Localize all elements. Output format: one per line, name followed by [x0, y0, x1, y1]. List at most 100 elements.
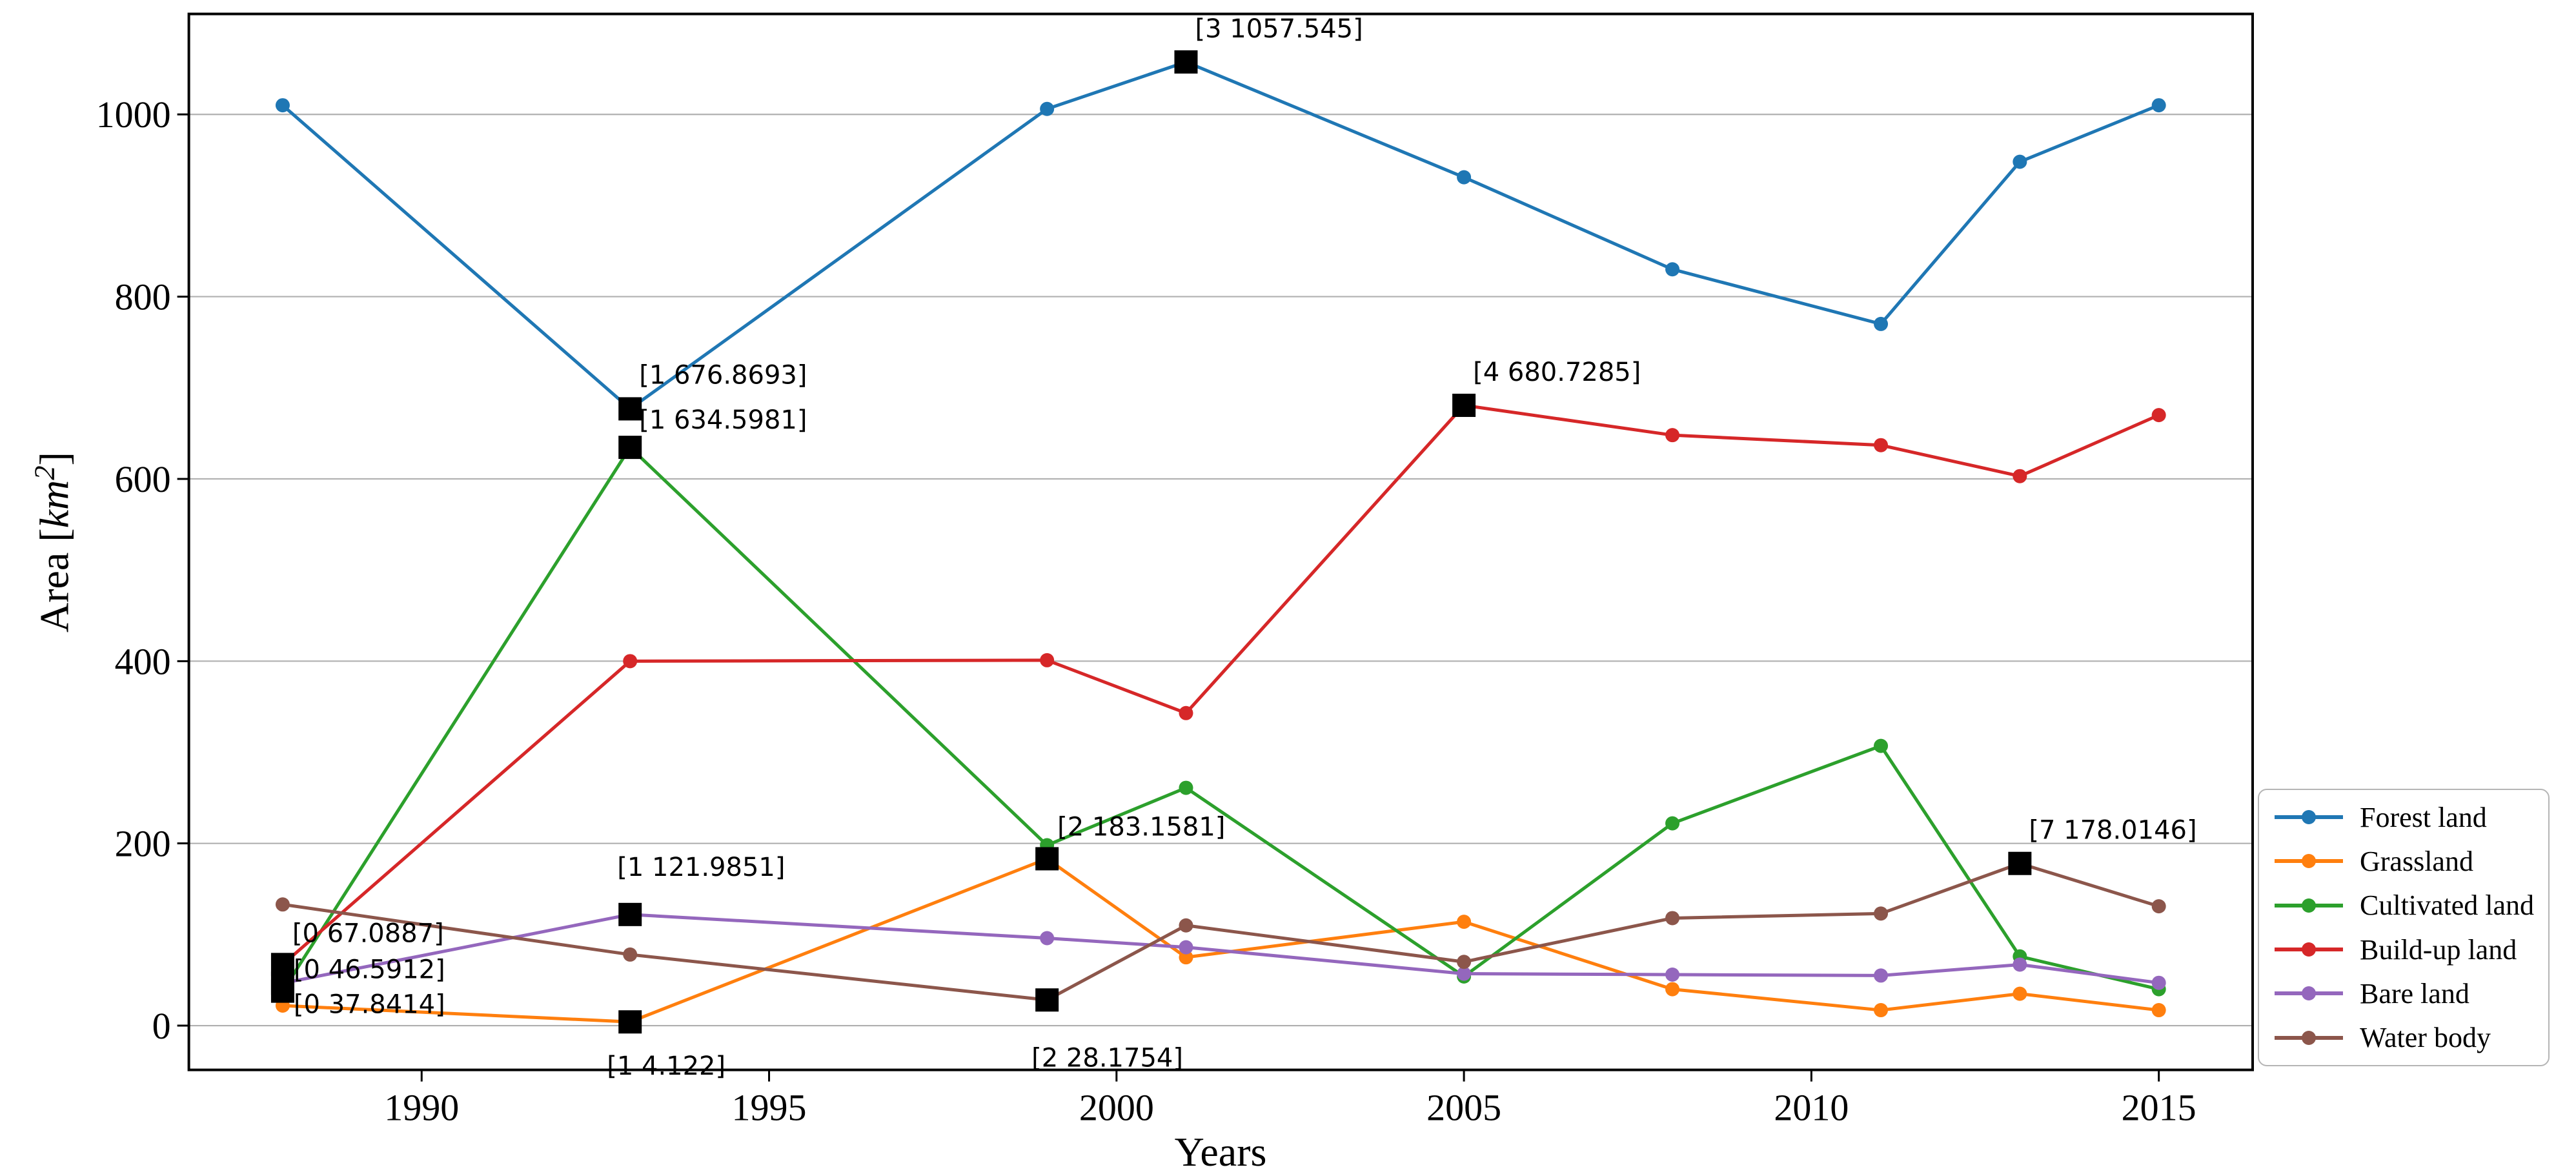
bare-land-marker	[2013, 957, 2027, 972]
changepoint-marker	[1035, 847, 1059, 871]
changepoint-marker	[2008, 851, 2032, 875]
forest-land-marker	[2013, 154, 2027, 169]
forest-land-marker	[1457, 170, 1472, 185]
series-grassland	[275, 851, 2166, 1029]
legend-label: Build-up land	[2360, 933, 2517, 966]
changepoint-marker	[618, 902, 642, 926]
changepoint-marker	[618, 436, 642, 460]
annotation-label: [0 46.5912]	[294, 955, 445, 984]
annotation-label: [1 4.122]	[607, 1051, 725, 1081]
build-up-land-marker	[1665, 428, 1680, 443]
bare-land-marker	[1874, 968, 1889, 983]
forest-land-marker	[1040, 101, 1055, 116]
build-up-land-marker	[1040, 653, 1055, 667]
annotation-label: [0 67.0887]	[292, 918, 444, 948]
y-axis-label-suffix: ]	[31, 452, 77, 466]
water-body-marker	[1179, 918, 1193, 933]
legend-item-build-up-land: Build-up land	[2273, 933, 2542, 966]
grassland-marker	[1457, 915, 1472, 929]
changepoint-marker	[1174, 50, 1198, 74]
grassland-marker	[1665, 982, 1680, 997]
y-tick-label: 400	[115, 640, 171, 682]
y-axis-label-exponent: 2	[28, 465, 61, 480]
legend-label: Forest land	[2360, 801, 2487, 833]
forest-land-legend-marker-icon	[2275, 810, 2343, 825]
bare-land-marker	[1040, 931, 1055, 946]
cultivated-land-marker	[1179, 780, 1193, 795]
y-axis-label-prefix: Area [	[31, 528, 77, 633]
build-up-land-legend-marker-icon	[2275, 942, 2343, 957]
grassland-marker	[2151, 1003, 2166, 1018]
changepoint-marker	[270, 979, 294, 1003]
grassland-line	[282, 857, 2159, 1024]
water-body-legend-marker-icon	[2275, 1030, 2343, 1045]
forest-land-marker	[2151, 98, 2166, 113]
legend-item-grassland: Grassland	[2273, 845, 2542, 878]
x-tick-label: 2010	[1774, 1087, 1849, 1129]
forest-land-marker	[275, 98, 290, 113]
legend-label: Water body	[2360, 1022, 2491, 1054]
water-body-marker	[1874, 906, 1889, 921]
changepoint-marker	[1035, 988, 1059, 1012]
annotation-label: [7 178.0146]	[2029, 816, 2196, 846]
changepoint-marker	[618, 1010, 642, 1034]
annotation-label: [1 121.9851]	[617, 853, 785, 882]
bare-land-marker	[2151, 975, 2166, 990]
annotation-label: [2 28.1754]	[1031, 1043, 1183, 1073]
bare-land-marker	[1665, 967, 1680, 982]
water-body-marker	[1665, 911, 1680, 926]
plot-border	[187, 12, 2254, 1071]
cultivated-land-marker	[1874, 738, 1889, 753]
legend-item-forest-land: Forest land	[2273, 801, 2542, 834]
build-up-land-marker	[1874, 438, 1889, 452]
x-tick-label: 2000	[1079, 1087, 1154, 1129]
annotation-label: [1 634.5981]	[639, 405, 807, 435]
grassland-marker	[1874, 1003, 1889, 1018]
x-tick-label: 1995	[732, 1087, 807, 1129]
annotation-label: [3 1057.545]	[1195, 14, 1363, 44]
legend-label: Grassland	[2360, 845, 2473, 877]
grassland-legend-marker-icon	[2275, 854, 2343, 869]
water-body-marker	[1457, 955, 1472, 969]
changepoint-marker	[1452, 393, 1476, 417]
water-body-marker	[275, 897, 290, 912]
legend-label: Cultivated land	[2360, 889, 2535, 922]
build-up-land-marker	[1179, 705, 1193, 720]
x-tick-label: 2015	[2122, 1087, 2196, 1129]
series-forest-land	[275, 54, 2166, 416]
cultivated-land-legend-marker-icon	[2275, 898, 2343, 913]
build-up-land-line	[281, 403, 2160, 966]
y-axis-label-unit: km	[31, 480, 77, 529]
legend: Forest land Grassland Cultivated land Build…	[2258, 789, 2550, 1066]
bare-land-legend-marker-icon	[2275, 986, 2343, 1001]
annotation-label: [0 37.8414]	[294, 990, 445, 1020]
legend-label: Bare land	[2360, 977, 2470, 1009]
bare-land-marker	[1457, 966, 1472, 981]
x-axis-label: Years	[1174, 1129, 1267, 1175]
build-up-land-marker	[2151, 408, 2166, 423]
y-tick-label: 600	[115, 458, 171, 500]
changepoint-marker	[618, 397, 642, 421]
x-tick-label: 1990	[384, 1087, 459, 1129]
annotation-label: [2 183.1581]	[1057, 812, 1225, 842]
forest-land-marker	[1874, 316, 1889, 331]
forest-land-marker	[1665, 262, 1680, 277]
bare-land-marker	[1179, 940, 1193, 955]
grassland-marker	[2013, 986, 2027, 1001]
annotation-label: [4 680.7285]	[1473, 358, 1641, 387]
annotation-label: [1 676.8693]	[639, 360, 807, 390]
y-tick-label: 200	[115, 823, 171, 865]
y-tick-label: 800	[115, 276, 171, 318]
grassland-marker	[1179, 950, 1193, 965]
legend-item-cultivated-land: Cultivated land	[2273, 889, 2542, 922]
y-tick-label: 0	[152, 1005, 171, 1047]
series-water-body	[275, 856, 2166, 1008]
water-body-marker	[2151, 899, 2166, 914]
cultivated-land-marker	[1665, 816, 1680, 831]
build-up-land-marker	[2013, 469, 2027, 483]
build-up-land-marker	[623, 654, 638, 669]
y-axis-label: Area [km2]	[27, 452, 78, 633]
legend-item-bare-land: Bare land	[2273, 977, 2542, 1010]
